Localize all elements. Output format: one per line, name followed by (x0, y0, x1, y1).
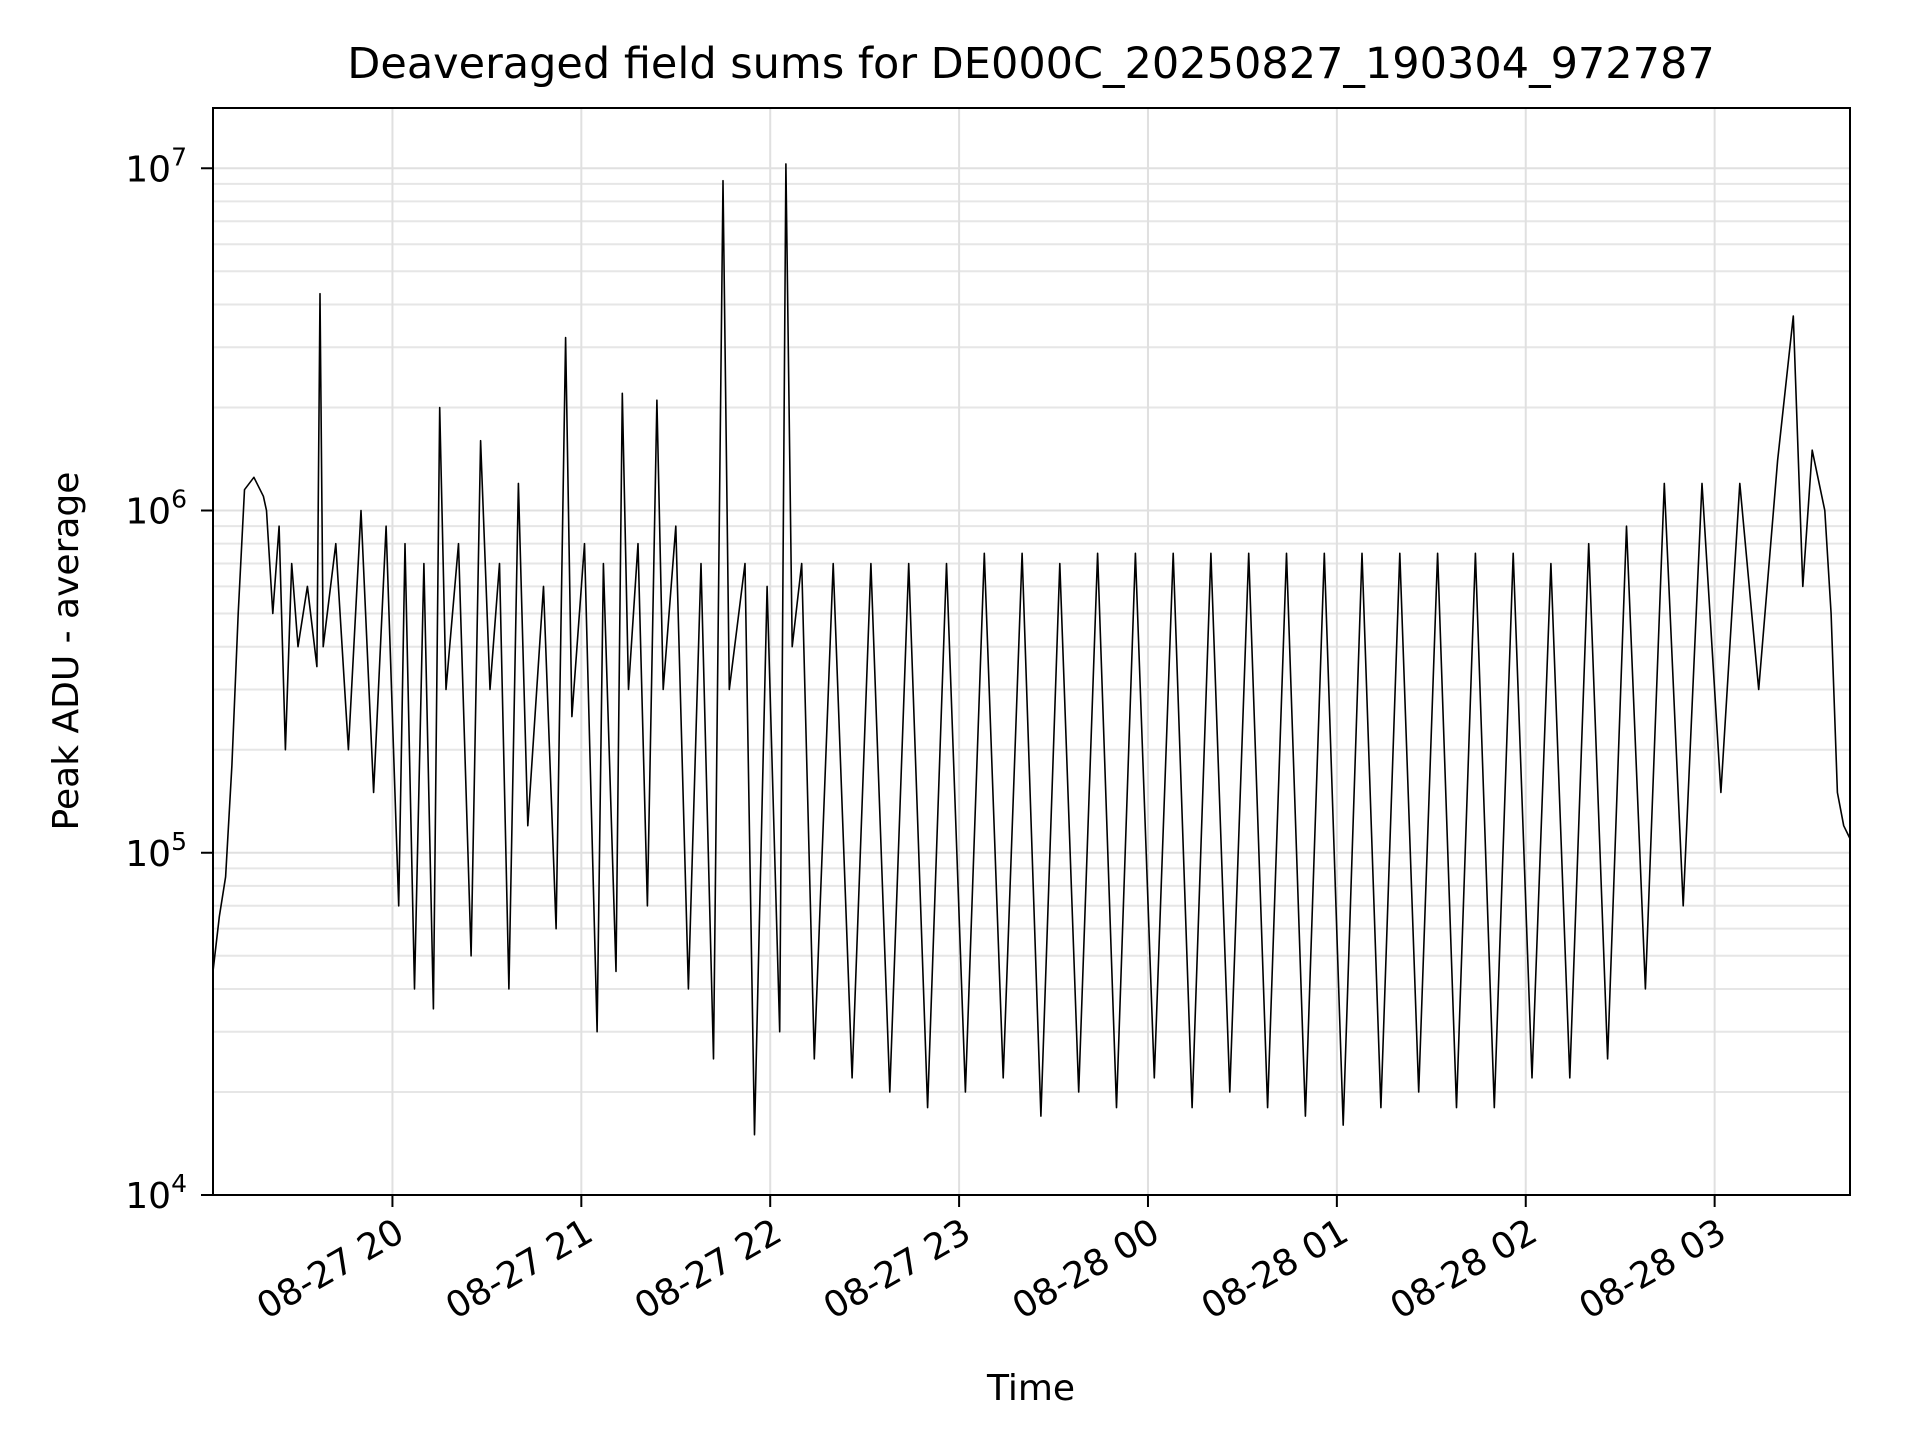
grid (213, 108, 1850, 1196)
y-axis-label: Peak ADU - average (46, 472, 87, 831)
y-tick-label: 104 (125, 1169, 187, 1217)
chart-title: Deaveraged field sums for DE000C_2025082… (347, 39, 1714, 89)
plot-frame (212, 107, 1851, 1196)
plot-area (212, 163, 1851, 1136)
y-tick-label: 106 (125, 485, 187, 533)
series-line-1 (212, 163, 1851, 1136)
x-axis-label: Time (986, 1368, 1075, 1409)
y-axis: 104 105 106 107 (125, 142, 213, 1217)
y-tick-label: 105 (125, 827, 187, 875)
y-tick-label: 107 (125, 142, 187, 190)
